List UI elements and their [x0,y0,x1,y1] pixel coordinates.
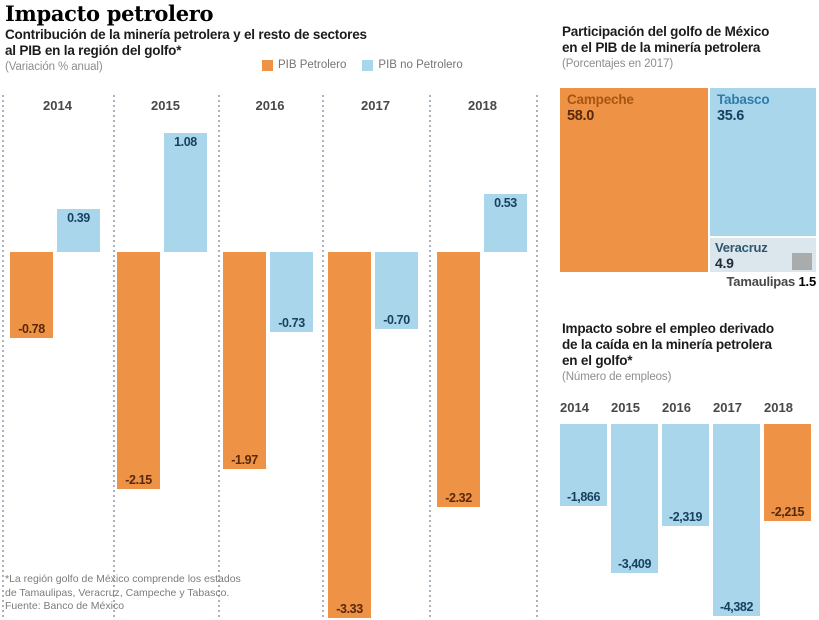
footnote-line1: *La región golfo de México comprende los… [5,573,241,585]
pib-chart-unit-note: (Variación % anual) [5,61,103,73]
pib-no-petrolero-bar-2015-value: 1.08 [174,135,197,149]
treemap-title-line1: Participación del golfo de México [562,24,770,39]
treemap-tabasco-block: Tabasco 35.6 [710,88,816,236]
pib-petrolero-bar-2017-value: -3.33 [336,602,363,616]
pib-chart-subtitle-line2: al PIB en la región del golfo* [5,43,182,58]
treemap-campeche-label: Campeche [567,92,634,107]
empleo-bar-2016-value: -2,319 [668,510,703,524]
empleo-bar-2017: -4,382 [713,424,760,616]
pib-petrolero-bar-2014: -0.78 [10,252,53,338]
treemap-tamaulipas-label: Tamaulipas [726,274,796,289]
empleo-year-label-2018: 2018 [764,400,793,415]
source-line: Fuente: Banco de México [5,600,125,612]
empleo-bar-2015: -3,409 [611,424,658,573]
empleo-bar-2014: -1,866 [560,424,607,506]
treemap-veracruz-label: Veracruz [715,240,768,255]
pib-petrolero-bar-2018: -2.32 [437,252,480,507]
year-separator-dotted-line [429,95,431,618]
pib-no-petrolero-legend-label: PIB no Petrolero [378,59,463,71]
pib-bar-chart: 2014 2015 2016 2017 2018 -0.78 -2.15 -1.97 -3.33… [0,92,548,620]
pib-no-petrolero-bar-2017: -0.70 [375,252,418,329]
pib-petrolero-bar-2015: -2.15 [117,252,160,489]
pib-no-petrolero-swatch-icon [362,59,374,71]
pib-year-label-2015: 2015 [151,98,180,113]
main-title: Impacto petrolero [5,1,214,26]
footnote: *La región golfo de México comprende los… [5,573,241,614]
empleo-year-label-2017: 2017 [713,400,742,415]
empleo-bar-2018: -2,215 [764,424,811,521]
treemap-right-column: Tabasco 35.6 Veracruz 4.9 [710,88,816,272]
pib-petrolero-legend-label: PIB Petrolero [278,59,347,71]
pib-petrolero-bar-2014-value: -0.78 [18,322,45,336]
footnote-line2: de Tamaulipas, Veracruz, Campeche y Taba… [5,586,230,599]
pib-year-label-2016: 2016 [255,98,285,113]
employment-unit-note: (Número de empleos) [562,371,672,383]
year-separator-dotted-line [113,95,115,618]
treemap-unit-note: (Porcentajes en 2017) [562,58,674,70]
pib-no-petrolero-bar-2016: -0.73 [270,252,313,332]
pib-no-petrolero-bar-2014-value: 0.39 [67,211,90,225]
pib-petrolero-bar-2017: -3.33 [328,252,371,618]
pib-no-petrolero-bar-2017-value: -0.70 [383,313,410,327]
pib-no-petrolero-bar-2018-value: 0.53 [494,196,517,210]
empleo-bar-2017-value: -4,382 [719,600,754,614]
pib-petrolero-bar-2018-value: -2.32 [445,491,472,505]
year-separator-dotted-line [218,95,220,618]
legend-item-pib-petrolero: PIB Petrolero [262,59,346,71]
empleo-bar-2018-value: -2,215 [770,505,805,519]
treemap-veracruz-value: 4.9 [715,255,734,271]
treemap-title-line2: en el PIB de la minería petrolera [562,40,761,55]
treemap-campeche-value: 58.0 [567,108,595,124]
treemap-tamaulipas-block [792,253,812,270]
pib-petrolero-bar-2016: -1.97 [223,252,266,469]
treemap-tabasco-value: 35.6 [717,108,745,124]
pib-petrolero-bar-2015-value: -2.15 [125,473,152,487]
employment-title-line2: de la caída en la minería petrolera [562,337,772,352]
pib-year-label-2014: 2014 [43,98,72,113]
employment-title-line3: en el golfo* [562,353,633,368]
pib-petrolero-swatch-icon [262,59,273,71]
treemap-tamaulipas-caption: Tamaulipas 1.5 [560,274,817,289]
year-separator-dotted-line [322,95,324,618]
year-separator-dotted-line [2,95,4,618]
empleo-year-label-2014: 2014 [560,400,589,415]
pib-no-petrolero-bar-2018: 0.53 [484,194,527,252]
pib-year-label-2017: 2017 [361,98,390,113]
legend-item-pib-no-petrolero: PIB no Petrolero [362,59,463,71]
treemap-tamaulipas-value: 1.5 [798,274,817,289]
empleo-year-label-2016: 2016 [662,400,691,415]
employment-title-line1: Impacto sobre el empleo derivado [562,321,774,336]
pib-no-petrolero-bar-2016-value: -0.73 [278,316,305,330]
empleo-year-label-2015: 2015 [611,400,640,415]
treemap-tabasco-label: Tabasco [717,92,770,107]
pib-no-petrolero-bar-2014: 0.39 [57,209,100,252]
pib-petrolero-bar-2016-value: -1.97 [231,453,258,467]
pib-no-petrolero-bar-2015: 1.08 [164,133,207,252]
pib-year-label-2018: 2018 [468,98,497,113]
employment-bar-chart: 2014 2015 2016 2017 2018 -1,866 -3,409 -2,319 -4… [560,400,818,620]
legend: PIB Petrolero PIB no Petrolero [262,59,463,71]
empleo-bar-2015-value: -3,409 [617,557,652,571]
empleo-bar-2016: -2,319 [662,424,709,526]
treemap-veracruz-block: Veracruz 4.9 [710,238,816,272]
treemap-campeche-block: Campeche 58.0 [560,88,708,272]
treemap-chart: Campeche 58.0 Tabasco 35.6 Veracruz 4.9 [560,88,816,272]
pib-chart-subtitle-line1: Contribución de la minería petrolera y e… [5,27,367,42]
year-separator-dotted-line [536,95,538,618]
empleo-bar-2014-value: -1,866 [566,490,601,504]
